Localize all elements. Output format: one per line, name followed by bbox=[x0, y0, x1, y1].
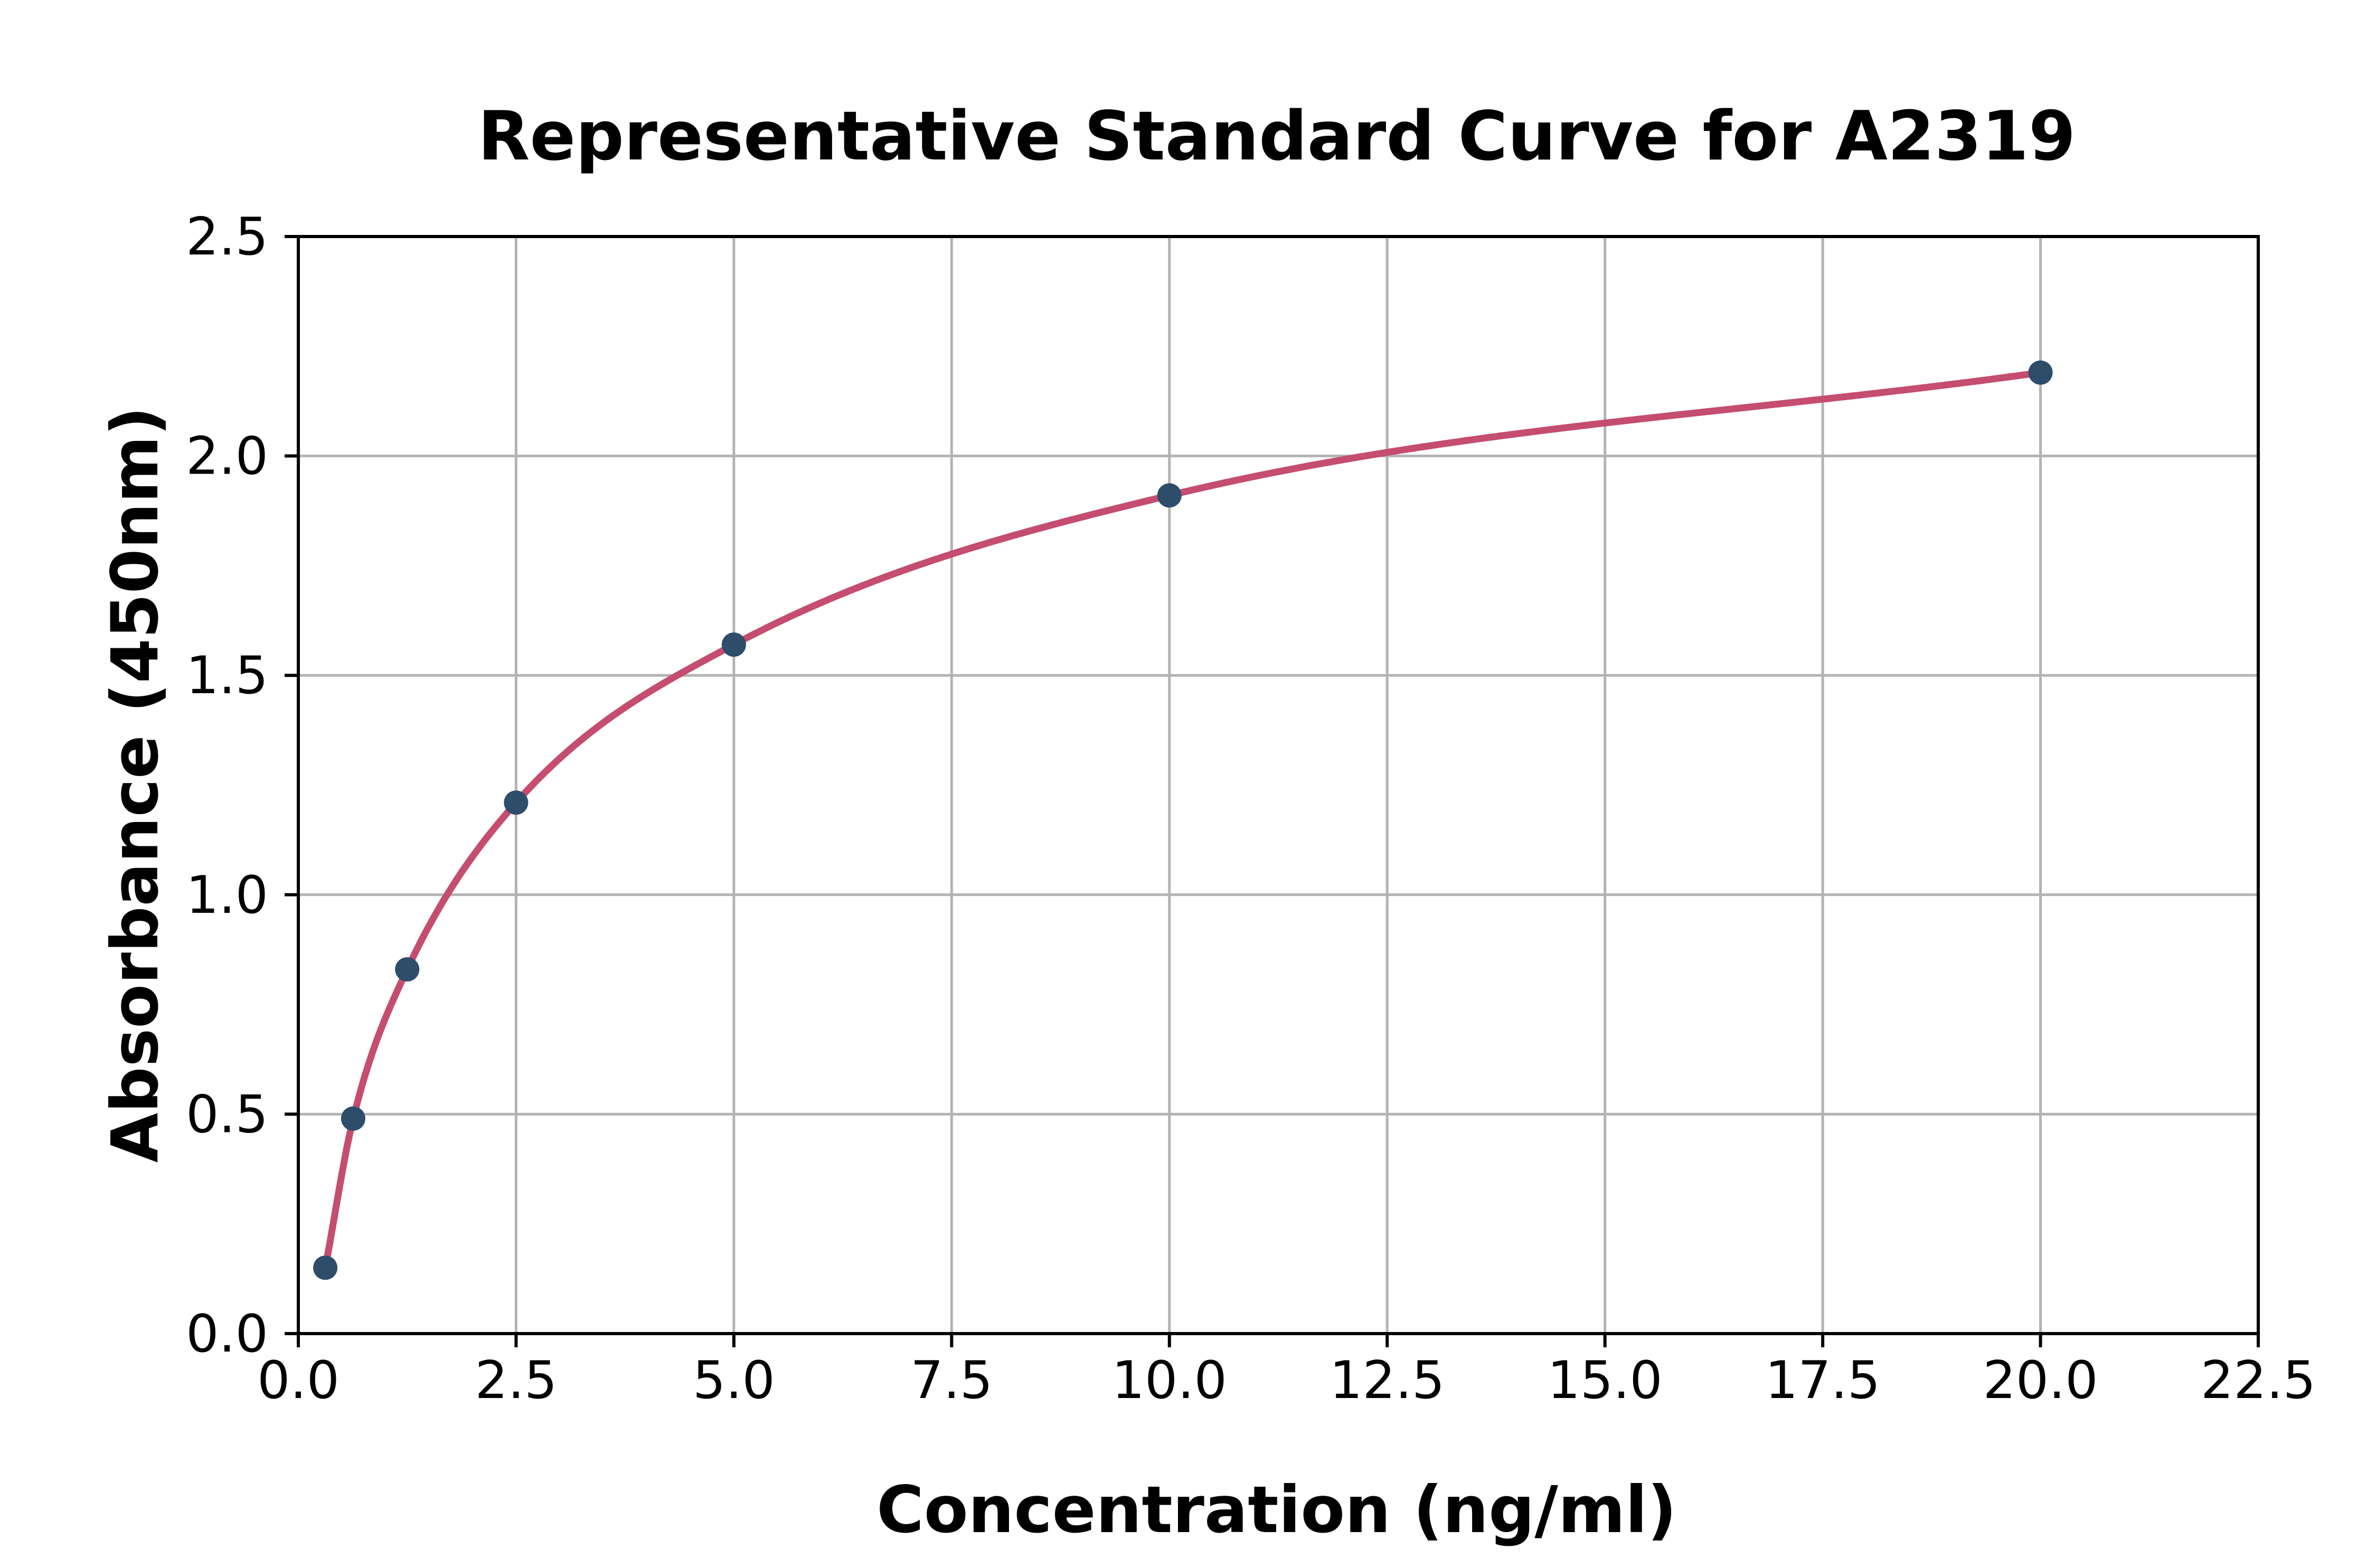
x-tick-label: 2.5 bbox=[475, 1350, 558, 1411]
chart-title: Representative Standard Curve for A2319 bbox=[478, 97, 2076, 176]
x-tick-labels: 0.0 2.5 5.0 7.5 10.0 12.5 15.0 17.5 20.0 22.5 bbox=[257, 1350, 2316, 1411]
x-tick-label: 17.5 bbox=[1765, 1350, 1880, 1411]
y-axis-label: Absorbance (450nm) bbox=[98, 407, 173, 1163]
x-tick-label: 10.0 bbox=[1112, 1350, 1227, 1411]
x-tick-label: 0.0 bbox=[257, 1350, 340, 1411]
y-tick-label: 0.5 bbox=[186, 1084, 268, 1145]
y-tick-label: 0.0 bbox=[186, 1304, 268, 1364]
data-point-marker bbox=[721, 632, 746, 657]
gridlines bbox=[297, 235, 2260, 1335]
x-tick-label: 7.5 bbox=[910, 1350, 993, 1411]
y-tick-label: 1.0 bbox=[186, 865, 268, 925]
axis-ticks bbox=[285, 235, 2260, 1347]
x-tick-label: 22.5 bbox=[2201, 1350, 2316, 1411]
data-point-marker bbox=[504, 790, 529, 815]
data-point-marker bbox=[313, 1255, 338, 1280]
data-point-marker bbox=[2028, 360, 2053, 385]
y-tick-label: 2.0 bbox=[186, 427, 268, 487]
x-tick-label: 20.0 bbox=[1983, 1350, 2098, 1411]
fit-curve-line bbox=[322, 369, 2044, 1271]
x-tick-label: 12.5 bbox=[1330, 1350, 1445, 1411]
y-tick-label: 1.5 bbox=[186, 646, 268, 706]
x-tick-label: 5.0 bbox=[693, 1350, 775, 1411]
y-tick-label: 2.5 bbox=[186, 207, 268, 267]
y-tick-labels: 0.0 0.5 1.0 1.5 2.0 2.5 bbox=[186, 207, 268, 1364]
data-points bbox=[313, 360, 2053, 1280]
x-tick-label: 15.0 bbox=[1548, 1350, 1663, 1411]
data-point-marker bbox=[1157, 483, 1182, 508]
x-axis-label: Concentration (ng/ml) bbox=[876, 1472, 1676, 1547]
data-point-marker bbox=[341, 1106, 365, 1131]
plot-border bbox=[297, 235, 2260, 1335]
data-point-marker bbox=[395, 957, 420, 982]
